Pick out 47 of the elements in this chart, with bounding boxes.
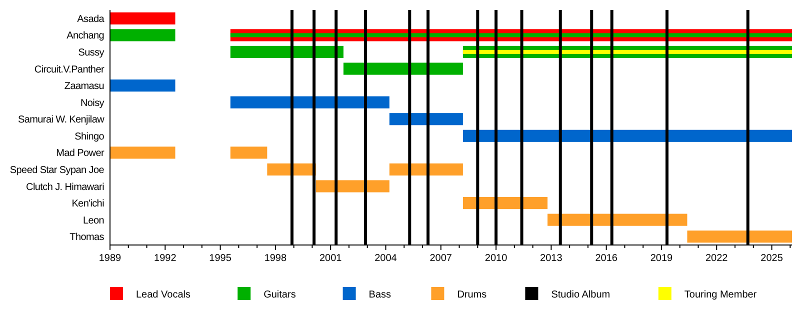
x-tick-label: 2001 <box>319 253 342 264</box>
y-tick-label: Samurai W. Kenjilaw <box>18 114 106 126</box>
x-tick-label: 2004 <box>374 253 398 264</box>
bar <box>389 113 463 126</box>
bar <box>462 50 792 54</box>
x-tick-label: 2016 <box>595 253 618 264</box>
bar <box>343 62 463 75</box>
y-tick-label: Speed Star Sypan Joe <box>10 164 105 176</box>
y-tick-label: Thomas <box>70 232 104 244</box>
x-tick-label: 1995 <box>209 253 232 264</box>
bar <box>110 79 176 92</box>
y-tick-label: Noisy <box>80 98 104 109</box>
x-tick-label: 1992 <box>154 253 177 264</box>
y-tick-label: Clutch J. Himawari <box>26 182 104 193</box>
y-tick-label: Anchang <box>66 30 104 42</box>
y-tick-label: Ken'ichi <box>72 198 104 210</box>
y-tick-label: Mad Power <box>56 148 105 160</box>
y-tick-label: Zaamasu <box>64 81 104 92</box>
y-tick-label: Sussy <box>78 47 104 58</box>
y-tick-label: Asada <box>77 14 105 25</box>
bar <box>110 29 176 42</box>
legend-label: Guitars <box>264 290 296 300</box>
y-tick-label: Shingo <box>74 131 105 142</box>
bar <box>110 146 176 159</box>
x-tick-label: 2013 <box>540 253 563 264</box>
x-tick-label: 2025 <box>760 253 784 264</box>
legend-label: Touring Member <box>684 290 758 300</box>
bar <box>389 163 463 176</box>
bar <box>230 146 268 159</box>
legend-label: Lead Vocals <box>136 290 190 300</box>
legend-label: Studio Album <box>551 290 610 300</box>
bar <box>316 180 390 192</box>
x-tick-label: 1998 <box>264 253 288 264</box>
bar <box>462 130 792 142</box>
x-tick-label: 2019 <box>650 253 674 264</box>
y-tick-label: Leon <box>82 215 104 226</box>
bar <box>687 230 792 243</box>
bar <box>110 12 176 24</box>
legend-label: Drums <box>457 290 487 300</box>
bar <box>230 46 344 58</box>
x-tick-label: 1989 <box>98 253 122 264</box>
legend-label: Bass <box>368 290 392 300</box>
y-tick-label: Circuit.V.Panther <box>34 64 105 76</box>
x-tick-label: 2010 <box>484 253 508 264</box>
x-tick-label: 2022 <box>706 253 728 264</box>
x-tick-label: 2007 <box>430 253 452 264</box>
bar <box>230 96 390 108</box>
